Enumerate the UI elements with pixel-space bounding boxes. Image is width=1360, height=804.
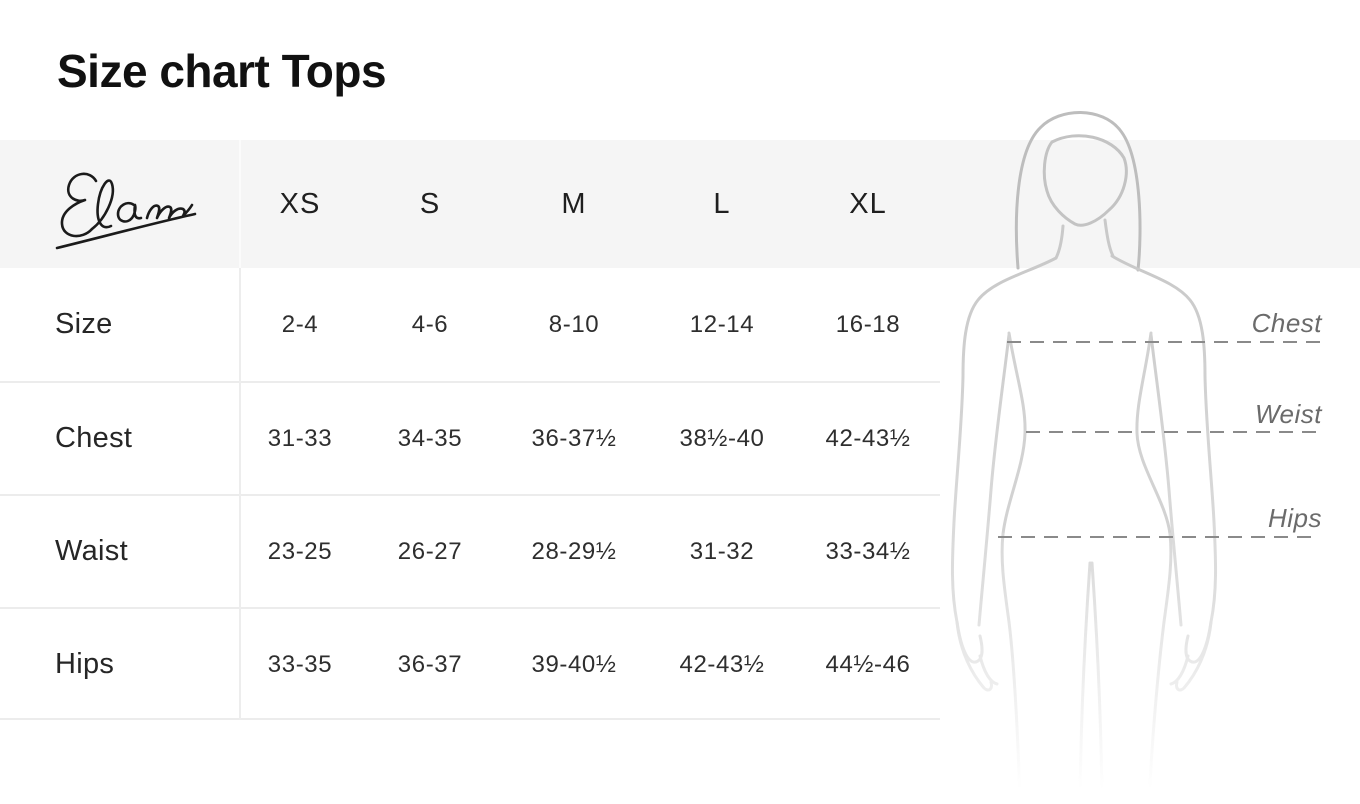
size-xs: 2-4 [281,310,319,338]
column-divider [239,268,241,720]
size-m: 8-10 [548,310,600,338]
chest-xs: 31-33 [267,424,333,452]
table-row-waist: Waist 23-25 26-27 28-29½ 31-32 33-34½ [0,494,940,607]
female-body-figure-icon [950,111,1218,804]
size-table: Elan XS S M L XL Size 2-4 4-6 8-10 12-14… [0,140,940,720]
chest-xl: 42-43½ [825,424,911,452]
hips-m: 39-40½ [531,650,617,678]
brand-name: Elan [0,256,1,257]
waist-measure-line [1026,431,1320,433]
table-row-hips: Hips 33-35 36-37 39-40½ 42-43½ 44½-46 [0,607,940,720]
column-header-xs: XS [279,187,321,220]
waist-xl: 33-34½ [825,537,911,565]
waist-measure-label: Weist [1254,399,1322,429]
hips-xl: 44½-46 [825,650,911,678]
size-xl: 16-18 [835,310,901,338]
chest-measure-line [1007,341,1320,343]
chest-m: 36-37½ [531,424,617,452]
size-s: 4-6 [411,310,449,338]
brand-logo-cell: Elan [0,161,240,256]
page-title: Size chart Tops [57,45,387,97]
hips-s: 36-37 [397,650,463,678]
hips-l: 42-43½ [679,650,765,678]
size-l: 12-14 [689,310,755,338]
hips-measure-label: Hips [1267,503,1322,533]
row-label-hips: Hips [55,648,115,680]
waist-s: 26-27 [397,537,463,565]
chest-l: 38½-40 [679,424,765,452]
row-label-waist: Waist [55,535,128,567]
table-row-chest: Chest 31-33 34-35 36-37½ 38½-40 42-43½ [0,381,940,494]
waist-xs: 23-25 [267,537,333,565]
row-label-size: Size [55,308,113,340]
column-header-s: S [419,187,441,220]
table-header-row: Elan XS S M L XL [0,140,940,268]
column-header-l: L [713,187,731,220]
hips-measure-line [998,536,1320,538]
hips-xs: 33-35 [267,650,333,678]
chest-measure-label: Chest [1251,308,1322,338]
waist-l: 31-32 [689,537,755,565]
column-divider-band [239,140,241,268]
column-header-m: M [561,187,587,220]
chest-s: 34-35 [397,424,463,452]
row-label-chest: Chest [55,422,133,454]
table-row-size: Size 2-4 4-6 8-10 12-14 16-18 [0,268,940,381]
column-header-xl: XL [849,187,887,220]
waist-m: 28-29½ [531,537,617,565]
elan-logo-signature-icon [55,172,197,249]
